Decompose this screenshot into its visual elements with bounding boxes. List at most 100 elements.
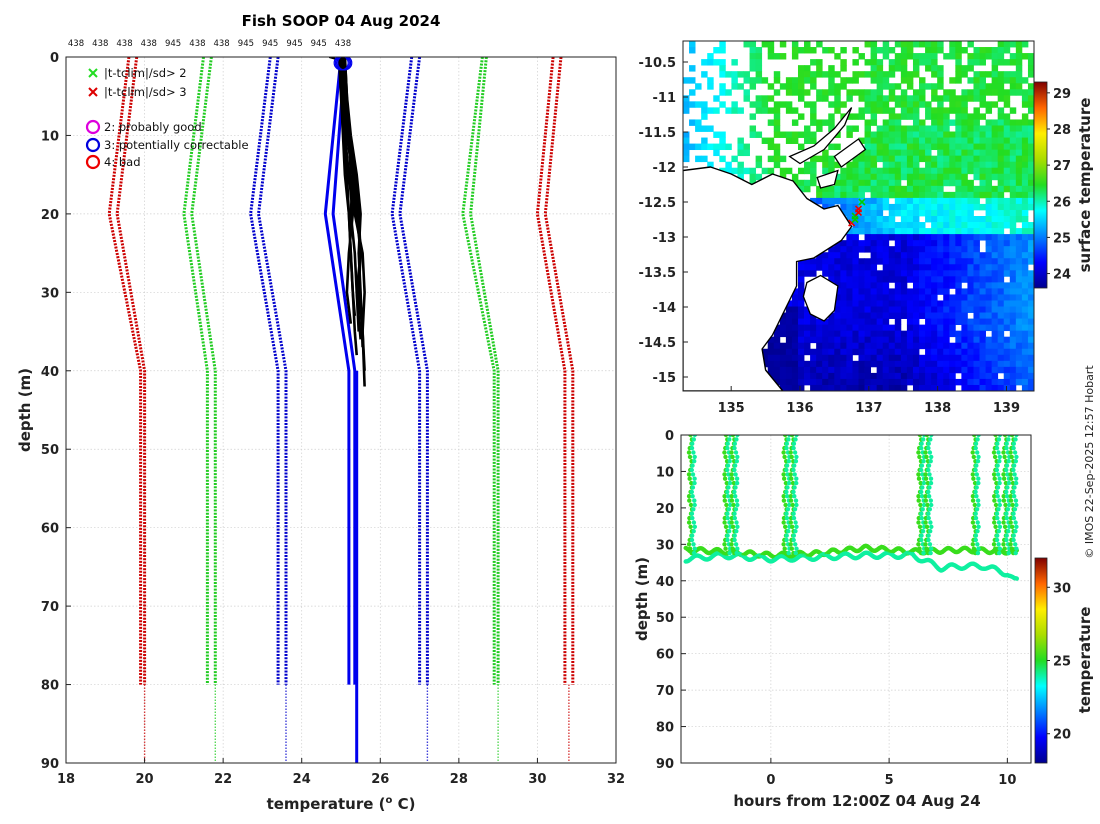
sst-cell	[864, 372, 871, 380]
sst-cell	[991, 360, 999, 368]
timeseries-point	[734, 529, 739, 534]
sst-cell	[816, 258, 823, 265]
sst-cell	[1003, 119, 1011, 126]
timeseries-point	[1001, 520, 1006, 525]
sst-cell	[894, 65, 902, 72]
sst-cell	[791, 300, 799, 307]
sst-cell	[937, 360, 944, 368]
sst-cell	[967, 252, 974, 259]
sst-cell	[1009, 216, 1017, 223]
sst-cell	[900, 71, 908, 78]
sst-cell	[943, 173, 950, 181]
sst-cell	[900, 348, 908, 356]
sst-cell	[755, 59, 763, 66]
timeseries-point	[792, 472, 797, 477]
sst-cell	[1015, 258, 1023, 265]
sst-cell	[1021, 324, 1029, 332]
timeseries-point	[973, 467, 978, 473]
sst-cell	[955, 330, 962, 338]
sst-cell	[1021, 294, 1029, 301]
sst-cell	[919, 336, 926, 344]
sst-cell	[955, 185, 962, 193]
sst-cell	[731, 101, 738, 108]
timeseries-point	[728, 502, 733, 508]
sst-cell	[864, 312, 871, 319]
sst-cell	[834, 71, 841, 78]
sst-cell	[961, 167, 968, 175]
sst-cell	[828, 252, 835, 259]
observed-profile-line	[343, 57, 364, 348]
sst-cell	[767, 360, 775, 368]
sensor-id: 945	[165, 39, 181, 49]
sst-cell	[1009, 137, 1017, 144]
sst-cell	[985, 348, 993, 356]
sst-cell	[931, 41, 938, 48]
sst-cell	[1021, 101, 1029, 108]
sst-cell	[701, 59, 708, 66]
sst-cell	[882, 270, 890, 277]
sst-cell	[931, 131, 938, 138]
timeseries-point	[996, 520, 1002, 525]
sst-cell	[737, 143, 744, 151]
sst-cell	[985, 125, 993, 132]
sst-cell	[973, 143, 980, 151]
sst-cell	[834, 83, 841, 90]
coastline-island	[816, 169, 839, 189]
sst-cell	[828, 318, 835, 326]
sst-cell	[834, 324, 841, 332]
timeseries-point	[1013, 480, 1019, 486]
sst-cell	[804, 348, 811, 356]
sst-cell	[876, 384, 884, 391]
timeseries-point	[928, 459, 933, 464]
sst-cell	[834, 318, 841, 326]
sst-cell	[1009, 234, 1017, 241]
sst-cell	[888, 378, 896, 386]
sst-cell	[797, 282, 805, 289]
sst-cell	[991, 59, 999, 66]
sst-cell	[906, 300, 914, 307]
sst-cell	[852, 288, 859, 295]
sst-cell	[979, 258, 986, 265]
sst-cell	[894, 246, 902, 253]
temperature-colorbar-tick-label: 30	[1053, 581, 1071, 596]
timeseries-gridlines	[681, 435, 1031, 763]
sst-cell	[870, 282, 878, 289]
sst-cell	[791, 41, 799, 48]
sst-cell	[1003, 252, 1011, 259]
sst-cell	[943, 131, 950, 138]
sst-cell	[967, 53, 974, 60]
sst-cell	[937, 191, 944, 199]
sst-cell	[919, 294, 926, 301]
sst-cell	[791, 372, 799, 380]
climatology-line	[398, 57, 429, 685]
sst-cell	[773, 131, 781, 138]
sst-cell	[797, 270, 805, 277]
sst-cell	[858, 312, 865, 319]
sst-cell	[810, 354, 817, 362]
sst-cell	[1027, 318, 1034, 326]
sst-cell	[870, 330, 878, 338]
sst-cell	[858, 366, 865, 374]
sst-cell	[864, 324, 871, 332]
timeseries-point	[927, 472, 932, 477]
sst-cell	[949, 360, 956, 368]
sst-cell	[791, 119, 799, 126]
timeseries-point	[1013, 520, 1018, 525]
sst-cell	[882, 282, 890, 289]
timeseries-point	[723, 546, 728, 551]
sst-cell	[906, 306, 914, 313]
sst-cell	[755, 155, 763, 163]
sst-cell	[840, 191, 847, 199]
sst-cell	[900, 252, 908, 259]
sst-cell	[882, 324, 890, 332]
sst-cell	[997, 252, 1005, 259]
sst-cell	[900, 264, 908, 271]
sst-cell	[1021, 300, 1029, 307]
sst-cell	[949, 228, 956, 235]
sst-cell	[1003, 348, 1011, 356]
sst-cell	[997, 125, 1005, 132]
sst-cell	[888, 155, 896, 163]
timeseries-point	[973, 511, 978, 516]
sst-cell	[997, 113, 1005, 120]
sst-cell	[906, 264, 914, 271]
